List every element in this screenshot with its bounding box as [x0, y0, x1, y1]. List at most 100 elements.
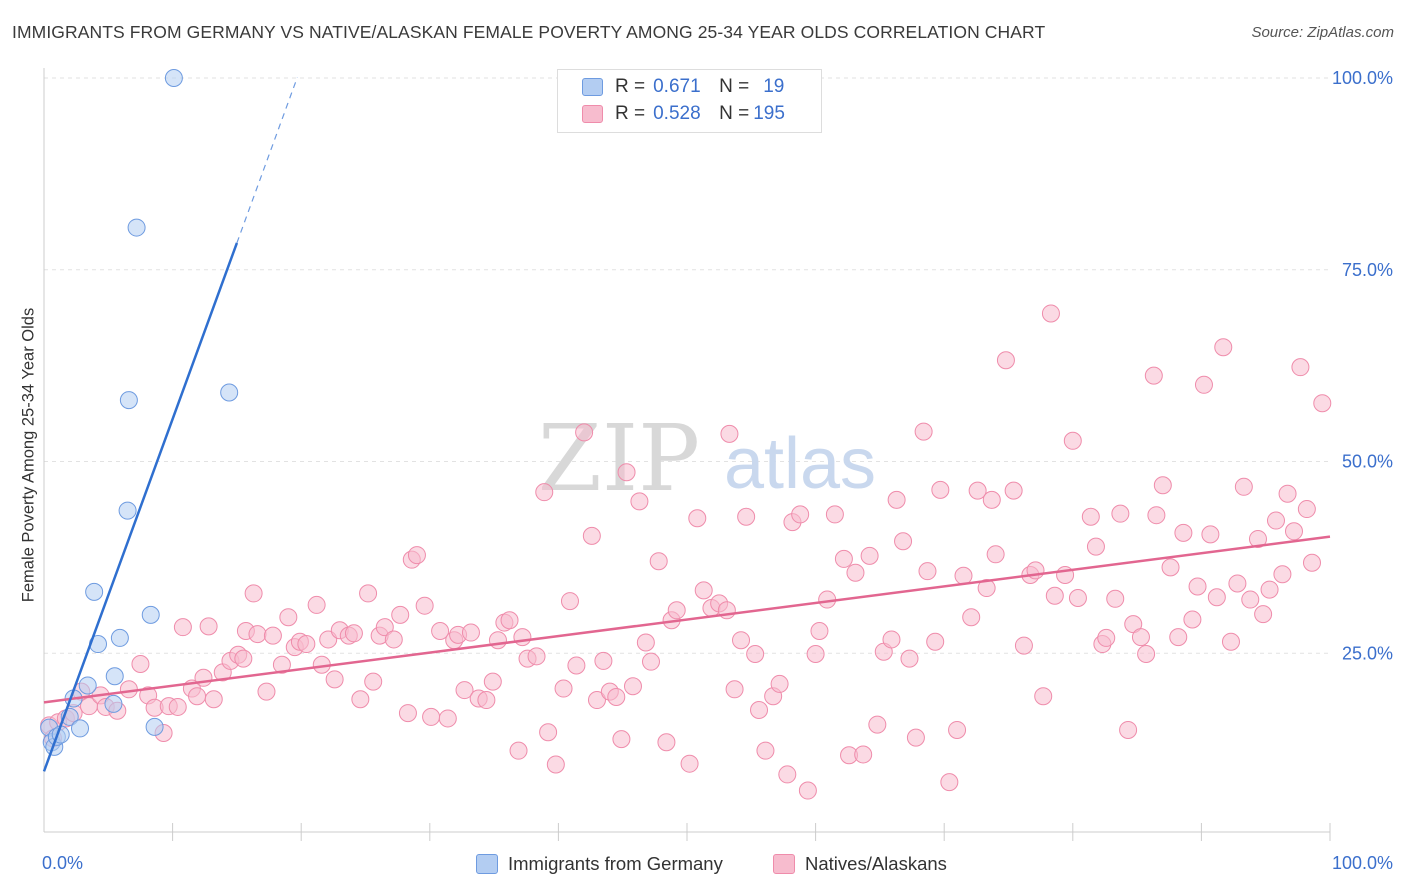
watermark-zip: ZIP: [538, 405, 700, 512]
y-axis-title: Female Poverty Among 25-34 Year Olds: [19, 307, 38, 603]
native-point: [257, 682, 276, 701]
watermark: ZIP atlas: [538, 405, 876, 512]
native-point: [375, 618, 394, 637]
native-point: [770, 674, 789, 693]
native-point: [1207, 588, 1226, 607]
native-point: [649, 552, 668, 571]
native-point: [854, 745, 873, 764]
native-point: [882, 630, 901, 649]
native-point: [1302, 553, 1321, 572]
native-point: [1183, 610, 1202, 629]
native-point: [384, 630, 403, 649]
native-point: [477, 691, 496, 710]
native-point: [1034, 687, 1053, 706]
source-credit: Source: ZipAtlas.com: [1251, 24, 1394, 41]
native-point: [1234, 477, 1253, 496]
native-point: [1291, 358, 1310, 377]
native-point: [1119, 720, 1138, 739]
native-point: [630, 492, 649, 511]
native-point: [918, 562, 937, 581]
native-point: [325, 670, 344, 689]
native-point: [982, 490, 1001, 509]
native-point: [1111, 504, 1130, 523]
trend-lines: [42, 77, 1331, 772]
germany-point: [164, 69, 183, 87]
native-point: [986, 545, 1005, 564]
native-point: [1161, 558, 1180, 577]
native-point: [1004, 481, 1023, 500]
native-point: [1106, 589, 1125, 608]
native-point: [1041, 304, 1060, 323]
native-point: [1248, 529, 1267, 548]
y-tick-label: 25.0%: [1342, 643, 1393, 663]
native-point: [513, 628, 532, 647]
legend-item-natives: Natives/Alaskans: [773, 851, 947, 877]
germany-point: [127, 218, 146, 237]
native-point: [806, 645, 825, 664]
native-point: [887, 490, 906, 509]
legend-row-germany: R = 0.671 N = 19: [582, 75, 784, 99]
watermark-atlas: atlas: [724, 424, 876, 504]
native-point: [746, 645, 765, 664]
native-point: [415, 596, 434, 615]
native-point: [612, 730, 631, 749]
native-point: [422, 707, 441, 726]
native-point: [825, 505, 844, 524]
native-point: [560, 592, 579, 611]
native-point: [617, 463, 636, 482]
native-point: [894, 532, 913, 551]
native-point: [554, 679, 573, 698]
native-point: [810, 622, 829, 641]
native-point: [188, 687, 207, 706]
legend-n-value: 19: [763, 76, 785, 97]
native-point: [641, 652, 660, 671]
native-point: [567, 656, 586, 675]
legend-r-value: 0.528: [653, 103, 701, 124]
germany-point: [119, 391, 138, 410]
native-point: [732, 631, 751, 650]
stats-legend: R = 0.671 N = 19 R = 0.528 N = 195: [557, 69, 822, 133]
native-point: [1228, 574, 1247, 593]
legend-r-label: R =: [615, 103, 646, 124]
native-point: [351, 690, 370, 709]
native-point: [948, 720, 967, 739]
native-point: [791, 505, 810, 524]
native-point: [391, 605, 410, 624]
native-point: [962, 608, 981, 627]
native-point: [1131, 628, 1150, 647]
y-tick-label: 50.0%: [1342, 452, 1393, 472]
native-point: [364, 672, 383, 691]
legend-n-value: 195: [753, 103, 785, 124]
native-point: [344, 624, 363, 643]
native-point: [977, 579, 996, 598]
germany-point: [145, 717, 164, 736]
germany-point: [85, 582, 104, 601]
native-point: [720, 424, 739, 443]
germany-trend-extension: [236, 77, 298, 244]
native-point: [546, 755, 565, 774]
native-point: [1147, 506, 1166, 525]
native-point: [119, 680, 138, 699]
native-point: [1284, 522, 1303, 541]
native-point: [926, 632, 945, 651]
native-point: [1153, 476, 1172, 495]
germany-point: [78, 676, 97, 695]
native-point: [1144, 366, 1163, 385]
native-point: [1201, 525, 1220, 544]
germany-trend-line: [42, 242, 239, 772]
native-point: [1169, 628, 1188, 647]
native-point: [1086, 537, 1105, 556]
native-point: [900, 649, 919, 668]
native-point: [594, 651, 613, 670]
native-point: [1097, 628, 1116, 647]
native-point: [1260, 580, 1279, 599]
x-tick-label: 100.0%: [1332, 853, 1393, 873]
legend-item-germany: Immigrants from Germany: [476, 851, 723, 877]
native-point: [488, 631, 507, 650]
native-point: [667, 601, 686, 620]
native-point: [680, 754, 699, 773]
native-point: [996, 351, 1015, 370]
legend-swatch-natives: [773, 854, 795, 874]
native-point: [1174, 523, 1193, 542]
native-point: [539, 723, 558, 742]
